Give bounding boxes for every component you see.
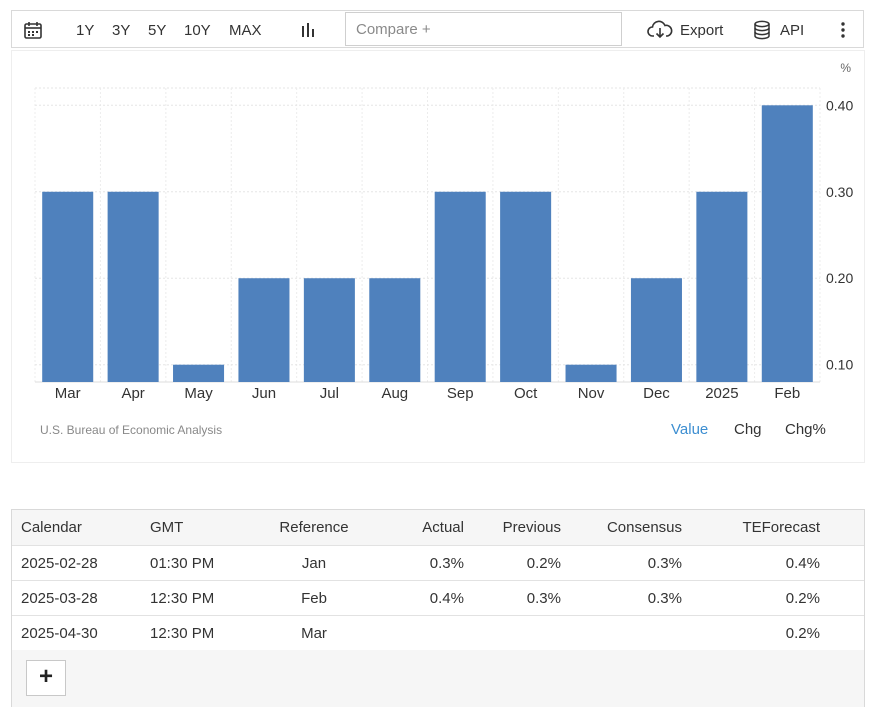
calendar-button[interactable] <box>23 11 43 49</box>
more-vertical-icon <box>841 22 845 38</box>
cell-spacer <box>820 615 864 651</box>
table-header-row: Calendar GMT Reference Actual Previous C… <box>12 510 864 546</box>
cell-previous: 0.3% <box>464 580 561 616</box>
compare-input[interactable] <box>345 12 622 46</box>
database-icon <box>754 20 770 40</box>
x-tick-label: Aug <box>381 385 408 402</box>
bar[interactable] <box>434 191 486 382</box>
col-actual: Actual <box>369 510 464 546</box>
mode-chg-button[interactable]: Chg <box>734 421 762 438</box>
bar-chart: % Mar Apr May Jun Jul Aug Sep Oct Nov Dec 2025 Feb … <box>34 61 853 402</box>
cell-consensus <box>561 615 682 651</box>
bar-chart-icon <box>302 23 314 37</box>
bar[interactable] <box>107 191 159 382</box>
x-tick-label: Jun <box>252 385 276 402</box>
cell-gmt: 12:30 PM <box>150 580 259 616</box>
x-tick-label: Sep <box>447 385 474 402</box>
x-tick-label: Apr <box>121 385 144 402</box>
calendar-table: Calendar GMT Reference Actual Previous C… <box>12 510 864 651</box>
col-gmt: GMT <box>150 510 259 546</box>
mode-chg-pct-button[interactable]: Chg% <box>785 421 826 438</box>
cell-calendar: 2025-03-28 <box>12 580 150 616</box>
more-menu-button[interactable] <box>840 11 846 49</box>
calendar-table-panel: Calendar GMT Reference Actual Previous C… <box>11 509 865 707</box>
cell-consensus: 0.3% <box>561 580 682 616</box>
range-5y-button[interactable]: 5Y <box>148 21 167 39</box>
bar[interactable] <box>696 191 748 382</box>
x-tick-label: Dec <box>643 385 670 402</box>
cell-reference: Jan <box>259 545 369 581</box>
export-label: Export <box>680 21 724 39</box>
bar[interactable] <box>500 191 552 382</box>
bar[interactable] <box>173 364 225 382</box>
bar[interactable] <box>761 105 813 382</box>
export-button[interactable]: Export <box>647 11 723 49</box>
range-max-button[interactable]: MAX <box>229 21 262 39</box>
cell-teforecast: 0.4% <box>682 545 820 581</box>
cell-actual: 0.4% <box>369 580 464 616</box>
x-tick-label: Jul <box>320 385 339 402</box>
col-previous: Previous <box>464 510 561 546</box>
y-tick-label: 0.30 <box>826 184 853 200</box>
range-10y-button[interactable]: 10Y <box>184 21 211 39</box>
table-row: 2025-02-28 01:30 PM Jan 0.3% 0.2% 0.3% 0… <box>12 545 864 581</box>
chart-toolbar: 1Y 3Y 5Y 10Y MAX Export API <box>11 10 864 48</box>
cell-calendar: 2025-02-28 <box>12 545 150 581</box>
bar[interactable] <box>369 278 421 382</box>
cell-reference: Mar <box>259 615 369 651</box>
cell-previous: 0.2% <box>464 545 561 581</box>
y-axis-unit: % <box>840 61 851 75</box>
cell-spacer <box>820 580 864 616</box>
range-3y-button[interactable]: 3Y <box>112 21 131 39</box>
bar[interactable] <box>303 278 355 382</box>
cell-gmt: 12:30 PM <box>150 615 259 651</box>
bar[interactable] <box>565 364 617 382</box>
x-tick-label: Oct <box>514 385 538 402</box>
bar[interactable] <box>630 278 682 382</box>
col-consensus: Consensus <box>561 510 682 546</box>
bar[interactable] <box>42 191 94 382</box>
x-tick-label: Nov <box>578 385 605 402</box>
api-label: API <box>780 21 805 39</box>
table-row: 2025-04-30 12:30 PM Mar 0.2% <box>12 615 864 651</box>
x-tick-label: May <box>184 385 213 402</box>
cell-calendar: 2025-04-30 <box>12 615 150 651</box>
range-1y-button[interactable]: 1Y <box>76 21 95 39</box>
y-tick-label: 0.20 <box>826 270 853 286</box>
chart-type-button[interactable] <box>299 11 317 49</box>
api-button[interactable]: API <box>753 11 804 49</box>
col-calendar: Calendar <box>12 510 150 546</box>
col-teforecast: TEForecast <box>682 510 820 546</box>
cell-teforecast: 0.2% <box>682 580 820 616</box>
cell-spacer <box>820 545 864 581</box>
cell-previous <box>464 615 561 651</box>
col-spacer <box>820 510 864 546</box>
table-footer: + <box>12 650 864 707</box>
table-row: 2025-03-28 12:30 PM Feb 0.4% 0.3% 0.3% 0… <box>12 580 864 616</box>
bar[interactable] <box>238 278 290 382</box>
cell-teforecast: 0.2% <box>682 615 820 651</box>
cloud-download-icon <box>647 20 673 39</box>
y-tick-label: 0.40 <box>826 97 853 113</box>
x-tick-label: Mar <box>55 385 81 402</box>
add-event-button[interactable]: + <box>26 660 66 696</box>
calendar-icon <box>24 22 42 39</box>
x-tick-label: 2025 <box>705 385 738 402</box>
mode-value-button[interactable]: Value <box>671 421 709 438</box>
cell-actual <box>369 615 464 651</box>
cell-reference: Feb <box>259 580 369 616</box>
cell-gmt: 01:30 PM <box>150 545 259 581</box>
chart-source: U.S. Bureau of Economic Analysis <box>40 423 223 437</box>
cell-consensus: 0.3% <box>561 545 682 581</box>
cell-actual: 0.3% <box>369 545 464 581</box>
col-reference: Reference <box>259 510 369 546</box>
y-tick-label: 0.10 <box>826 357 853 373</box>
x-tick-label: Feb <box>774 385 800 402</box>
